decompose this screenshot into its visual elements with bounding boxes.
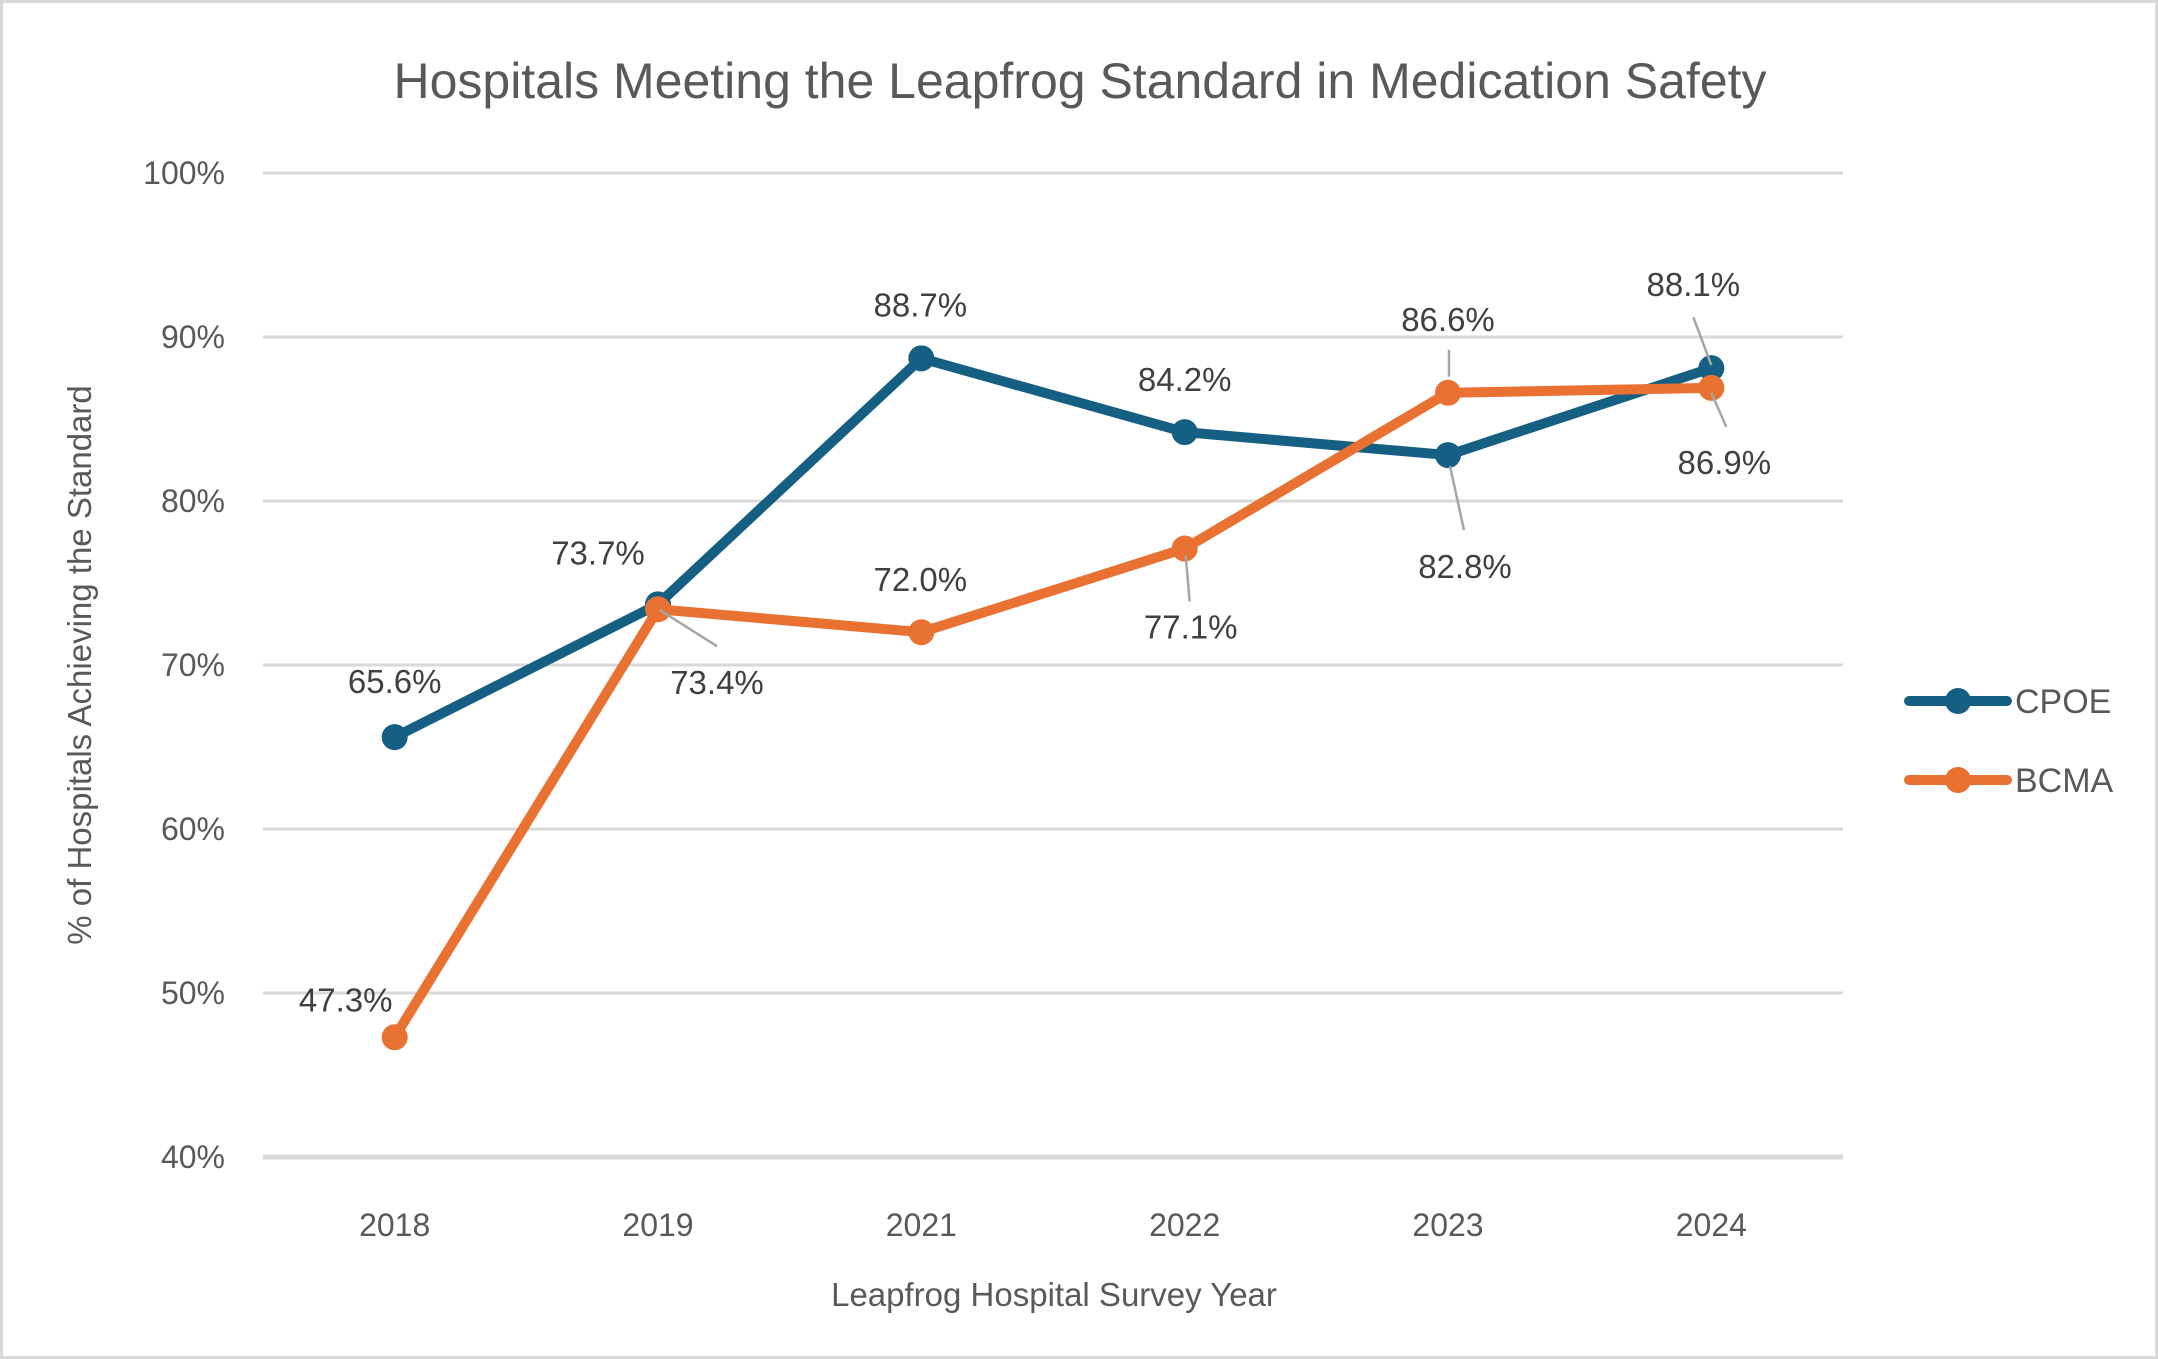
data-label-leader-line: [1448, 465, 1466, 531]
data-label-bcma: 47.3%: [299, 981, 393, 1018]
legend-entry-cpoe: CPOE: [1904, 683, 2111, 721]
legend-entry-bcma: BCMA: [1904, 762, 2114, 800]
series-marker-bcma: [1435, 379, 1461, 406]
gridlines-layer: [263, 171, 1843, 1160]
legend-label: BCMA: [2015, 762, 2114, 800]
x-axis-tick-labels: 2018 2019 2021 2022 2023 2024: [359, 1207, 1747, 1243]
y-axis-title: % of Hospitals Achieving the Standard: [61, 385, 98, 945]
y-tick-label: 40%: [161, 1139, 225, 1175]
data-label-cpoe: 88.1%: [1647, 266, 1741, 303]
series-marker-bcma: [381, 1024, 408, 1051]
line-chart: 100%90%80%70%60%50%40% 2018 2019 2021 2022 2…: [61, 53, 2114, 1313]
y-tick-label: 50%: [161, 975, 225, 1011]
series-marker-bcma: [645, 596, 671, 623]
data-label-cpoe: 73.7%: [551, 534, 645, 571]
y-tick-label: 90%: [161, 319, 225, 355]
series-line-cpoe: [389, 353, 1717, 743]
y-tick-label: 100%: [143, 155, 225, 191]
data-label-bcma: 73.4%: [670, 664, 764, 701]
series-marker-cpoe: [1171, 419, 1198, 446]
x-tick-label: 2023: [1412, 1207, 1483, 1243]
legend: CPOE BCMA: [1904, 683, 2114, 800]
y-tick-label: 60%: [161, 811, 225, 847]
legend-label: CPOE: [2015, 683, 2111, 721]
series-line-bcma: [389, 382, 1717, 1043]
data-label-cpoe: 82.8%: [1418, 548, 1512, 585]
y-tick-label: 80%: [161, 483, 225, 519]
data-label-leader-line: [1710, 392, 1728, 428]
series-marker-cpoe: [1435, 442, 1461, 469]
series-marker-cpoe: [908, 345, 935, 372]
data-label-cpoe: 65.6%: [348, 663, 442, 700]
series-marker-bcma: [1698, 374, 1725, 401]
data-label-bcma: 77.1%: [1144, 609, 1238, 646]
chart-title: Hospitals Meeting the Leapfrog Standard …: [393, 53, 1766, 109]
x-tick-label: 2021: [886, 1207, 957, 1243]
y-axis-tick-labels: 100% 90% 80% 70% 60% 50% 40%: [143, 155, 225, 1175]
series-layer: [381, 345, 1725, 1051]
x-tick-label: 2022: [1149, 1207, 1220, 1243]
data-label-cpoe: 84.2%: [1138, 361, 1232, 398]
x-tick-label: 2018: [359, 1207, 430, 1243]
series-marker-cpoe: [1698, 355, 1725, 382]
series-marker-bcma: [1171, 535, 1198, 562]
x-tick-label: 2019: [622, 1207, 693, 1243]
data-label-bcma: 86.6%: [1401, 301, 1495, 338]
x-tick-label: 2024: [1676, 1207, 1747, 1243]
data-label-leader-line: [1184, 555, 1191, 602]
data-label-leader-line: [659, 609, 718, 648]
series-marker-bcma: [908, 619, 935, 646]
data-label-leader-line: [1692, 316, 1713, 366]
data-label-cpoe: 88.7%: [874, 286, 968, 323]
legend-marker: [1945, 688, 1971, 714]
legend-marker: [1945, 767, 1971, 793]
y-tick-label: 70%: [161, 647, 225, 683]
series-marker-cpoe: [381, 724, 408, 751]
data-label-bcma: 72.0%: [874, 561, 968, 598]
data-labels-layer: 65.6% 73.7% 88.7% 84.2% 82.8% 88.1% 47.3% 73.4%…: [299, 266, 1771, 1018]
x-axis-title: Leapfrog Hospital Survey Year: [831, 1276, 1277, 1313]
data-label-bcma: 86.9%: [1678, 444, 1772, 481]
